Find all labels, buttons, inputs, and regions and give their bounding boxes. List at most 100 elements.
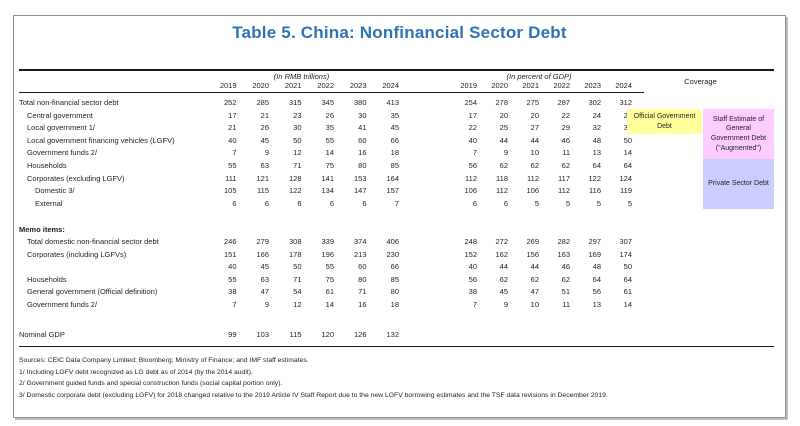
cell-gdp-2023: 122 [588, 173, 601, 183]
table-row: Total domestic non-financial sector debt… [14, 235, 774, 248]
cell-gdp-2019: 106 [464, 186, 477, 196]
cell-gdp-2024: 119 [620, 186, 632, 196]
cell-rmb-2019: 21 [228, 123, 237, 133]
cell-rmb-2019: 55 [228, 161, 237, 170]
cell-gdp-2019: 152 [464, 249, 477, 259]
cell-rmb-2019: 40 [228, 135, 237, 145]
cell-rmb-2019: 38 [228, 287, 237, 297]
row-label: Total non-financial sector debt [19, 98, 119, 108]
cell-rmb-2024: 132 [386, 330, 399, 340]
cell-gdp-2021: 10 [530, 299, 539, 309]
year-header: 2024 [382, 80, 399, 90]
cell-gdp-2020: 9 [503, 299, 508, 309]
coverage-header: Coverage [684, 77, 717, 86]
cell-rmb-2019: 7 [232, 299, 237, 309]
cell-rmb-2023: 16 [358, 148, 367, 158]
table-row: Memo items: [14, 223, 774, 236]
cell-rmb-2022: 75 [325, 161, 334, 170]
coverage-box-private-sector-debt: Private Sector Debt [703, 159, 774, 210]
cell-gdp-2024: 61 [623, 287, 632, 297]
cell-gdp-2019: 56 [468, 274, 477, 284]
cell-rmb-2020: 21 [260, 110, 269, 120]
cell-rmb-2022: 134 [321, 186, 334, 196]
row-label: Households [27, 161, 67, 170]
cell-rmb-2024: 66 [390, 135, 399, 145]
row-spacer [14, 311, 774, 329]
cell-rmb-2024: 164 [386, 173, 399, 183]
cell-rmb-2022: 6 [329, 198, 334, 208]
cell-rmb-2020: 9 [264, 299, 269, 309]
cell-gdp-2022: 62 [561, 274, 570, 284]
year-header: 2019 [460, 80, 477, 90]
cell-rmb-2021: 6 [297, 198, 302, 208]
cell-rmb-2021: 54 [293, 287, 302, 297]
cell-gdp-2022: 11 [562, 148, 570, 158]
cell-rmb-2019: 105 [223, 186, 237, 196]
cell-rmb-2024: 18 [390, 148, 399, 158]
row-label: Local government 1/ [27, 123, 95, 133]
cell-gdp-2020: 9 [503, 148, 508, 158]
cell-rmb-2024: 80 [390, 287, 399, 297]
cell-gdp-2019: 6 [472, 198, 477, 208]
row-label: Government funds 2/ [27, 148, 98, 158]
cell-gdp-2023: 302 [588, 98, 601, 108]
year-header: 2019 [219, 80, 237, 90]
cell-gdp-2021: 10 [530, 148, 539, 158]
cell-rmb-2023: 80 [358, 161, 367, 170]
cell-gdp-2020: 62 [499, 161, 508, 170]
cell-rmb-2021: 30 [293, 123, 302, 133]
table-row: Domestic 3/105 115 122 134 147 157 106 112 106 11… [14, 184, 774, 197]
footnote-2: 2/ Government guided funds and special c… [19, 380, 283, 387]
cell-gdp-2023: 13 [592, 299, 601, 309]
table-row: Households 55 63 71 75 80 85 56 62 62 62 64 64 [14, 159, 774, 172]
rule-bottom [19, 346, 774, 347]
cell-gdp-2021: 112 [527, 173, 539, 183]
cell-gdp-2024: 124 [619, 173, 632, 183]
cell-rmb-2022: 55 [325, 135, 334, 145]
cell-gdp-2020: 45 [499, 287, 508, 297]
cell-gdp-2021: 275 [526, 98, 539, 108]
group-header-rmb: (In RMB trillions) [273, 72, 330, 81]
table-row: Households 55 63 71 75 80 85 56 62 62 62 64 64 [14, 273, 774, 286]
year-headers-gdp: 2019 2020 2021 2022 2023 2024 [446, 81, 632, 90]
cell-rmb-2022: 141 [321, 173, 334, 183]
row-label: Total domestic non-financial sector debt [27, 237, 159, 247]
cell-gdp-2023: 24 [592, 110, 601, 120]
coverage-box-official-government-debt: Official Government Debt [627, 109, 702, 135]
cell-gdp-2020: 118 [496, 173, 508, 183]
cell-rmb-2022: 345 [321, 98, 334, 108]
cell-rmb-2024: 230 [386, 249, 399, 259]
cell-rmb-2020: 6 [264, 198, 269, 208]
cell-rmb-2022: 196 [321, 249, 334, 259]
cell-gdp-2019: 56 [468, 161, 477, 170]
cell-gdp-2023: 56 [592, 287, 601, 297]
row-label: Domestic 3/ [35, 186, 75, 196]
cell-gdp-2022: 112 [558, 186, 570, 196]
table-frame: Table 5. China: Nonfinancial Sector Debt… [13, 15, 786, 418]
cell-rmb-2024: 45 [390, 123, 399, 133]
cell-rmb-2019: 151 [223, 249, 237, 259]
cell-rmb-2023: 60 [358, 135, 367, 145]
cell-rmb-2019: 6 [232, 198, 237, 208]
cell-rmb-2021: 71 [293, 274, 302, 284]
cell-rmb-2021: 71 [293, 161, 302, 170]
cell-gdp-2022: 46 [561, 262, 570, 272]
coverage-box-augmented-government-debt: Staff Estimate of General Government Deb… [703, 109, 774, 160]
cell-gdp-2023: 48 [592, 262, 601, 272]
cell-gdp-2021: 27 [530, 123, 539, 133]
cell-rmb-2022: 120 [321, 330, 334, 340]
cell-rmb-2022: 26 [325, 110, 334, 120]
cell-rmb-2024: 413 [386, 98, 399, 108]
cell-gdp-2022: 282 [557, 237, 570, 247]
cell-rmb-2023: 126 [353, 330, 367, 340]
cell-gdp-2023: 32 [592, 123, 601, 133]
cell-gdp-2021: 62 [530, 161, 539, 170]
cell-rmb-2021: 315 [288, 98, 302, 108]
year-header: 2021 [284, 80, 302, 90]
year-header: 2020 [252, 80, 269, 90]
cell-rmb-2024: 35 [390, 110, 399, 120]
cell-rmb-2024: 18 [390, 299, 399, 309]
cell-gdp-2022: 29 [561, 123, 570, 133]
cell-gdp-2024: 50 [623, 262, 632, 272]
cell-rmb-2022: 75 [325, 274, 334, 284]
